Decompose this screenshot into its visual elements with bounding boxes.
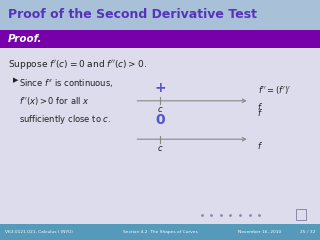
- Text: Proof of the Second Derivative Test: Proof of the Second Derivative Test: [8, 8, 257, 22]
- Bar: [0, 0, 320, 30]
- Text: November 16, 2010: November 16, 2010: [238, 230, 282, 234]
- Text: sufficiently close to $c$.: sufficiently close to $c$.: [19, 113, 111, 126]
- Text: +: +: [154, 81, 166, 95]
- Text: 0: 0: [155, 113, 165, 127]
- Bar: [0, 30, 320, 48]
- Bar: [0, 224, 320, 240]
- Text: V63.0121.021, Calculus I (NYU): V63.0121.021, Calculus I (NYU): [5, 230, 73, 234]
- Text: 25 / 32: 25 / 32: [300, 230, 315, 234]
- Bar: [296, 209, 306, 220]
- Text: Section 4.2  The Shapes of Curves: Section 4.2 The Shapes of Curves: [123, 230, 197, 234]
- Text: $f'' = (f')'$: $f'' = (f')'$: [258, 84, 291, 96]
- Text: $f''(x) > 0$ for all $x$: $f''(x) > 0$ for all $x$: [19, 95, 90, 107]
- Text: c: c: [158, 105, 162, 114]
- Text: f: f: [258, 108, 260, 118]
- Text: Suppose $f'(c) = 0$ and $f''(c) > 0$.: Suppose $f'(c) = 0$ and $f''(c) > 0$.: [8, 58, 147, 71]
- Text: $\blacktriangleright$: $\blacktriangleright$: [11, 76, 20, 85]
- Text: f: f: [258, 142, 260, 151]
- Text: c: c: [158, 144, 162, 153]
- Text: f: f: [258, 103, 260, 112]
- Text: Proof.: Proof.: [8, 34, 43, 44]
- Text: Since $f''$ is continuous,: Since $f''$ is continuous,: [19, 77, 114, 89]
